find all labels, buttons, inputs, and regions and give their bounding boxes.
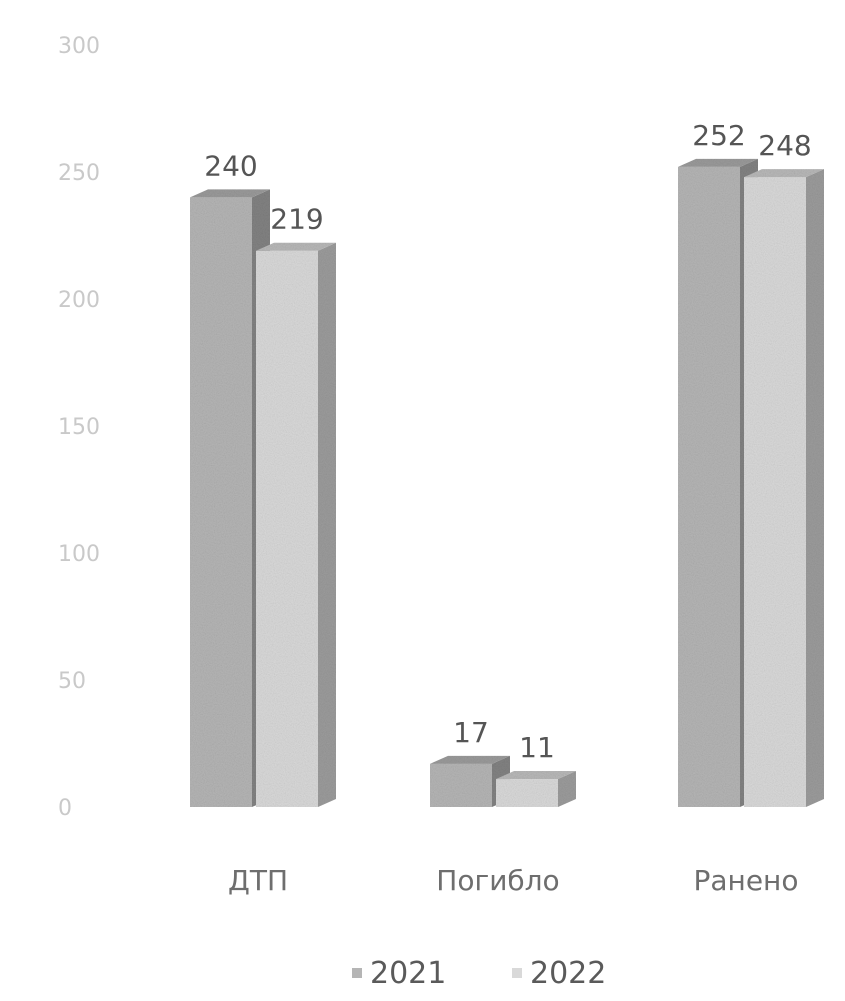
y-tick-label: 100 <box>58 542 100 567</box>
x-axis: ДТП Погибло Ранено <box>228 864 799 897</box>
y-tick-label: 200 <box>58 288 100 313</box>
legend-label: 2021 <box>370 956 446 991</box>
legend-swatch <box>512 968 522 978</box>
bar-front-face <box>744 177 806 807</box>
y-tick-label: 250 <box>58 161 100 186</box>
bar-front-face <box>496 779 558 807</box>
data-label: 240 <box>204 149 257 182</box>
bar <box>256 242 336 808</box>
legend: 2021 2022 <box>352 956 606 991</box>
data-label: 248 <box>758 129 811 162</box>
bar-front-face <box>256 250 318 808</box>
category-label: ДТП <box>228 864 288 897</box>
y-tick-label: 150 <box>58 415 100 440</box>
bars <box>190 158 824 808</box>
y-axis: 0 50 100 150 200 250 300 <box>58 34 100 821</box>
bar-front-face <box>678 166 740 808</box>
y-tick-label: 300 <box>58 34 100 59</box>
bar-front-face <box>430 763 492 807</box>
bar <box>744 169 824 807</box>
bar-top-face <box>190 189 270 198</box>
category-label: Погибло <box>436 864 559 897</box>
bar-side-face <box>318 242 336 808</box>
data-label: 17 <box>453 716 489 749</box>
bar-top-face <box>430 755 510 764</box>
data-label: 252 <box>692 119 745 152</box>
legend-label: 2022 <box>530 956 606 991</box>
data-labels: 240 219 17 11 252 248 <box>204 119 811 764</box>
y-tick-label: 0 <box>58 796 72 821</box>
bar-side-face <box>558 771 576 807</box>
bar <box>496 771 576 807</box>
data-label: 219 <box>270 203 323 236</box>
data-label: 11 <box>519 731 555 764</box>
category-label: Ранено <box>693 864 798 897</box>
bar-front-face <box>190 197 252 807</box>
bar-side-face <box>806 169 824 807</box>
y-tick-label: 50 <box>58 669 86 694</box>
legend-swatch <box>352 968 362 978</box>
bar-top-face <box>744 169 824 178</box>
bar-top-face <box>256 242 336 251</box>
bar-top-face <box>496 771 576 780</box>
bar-top-face <box>678 158 758 167</box>
